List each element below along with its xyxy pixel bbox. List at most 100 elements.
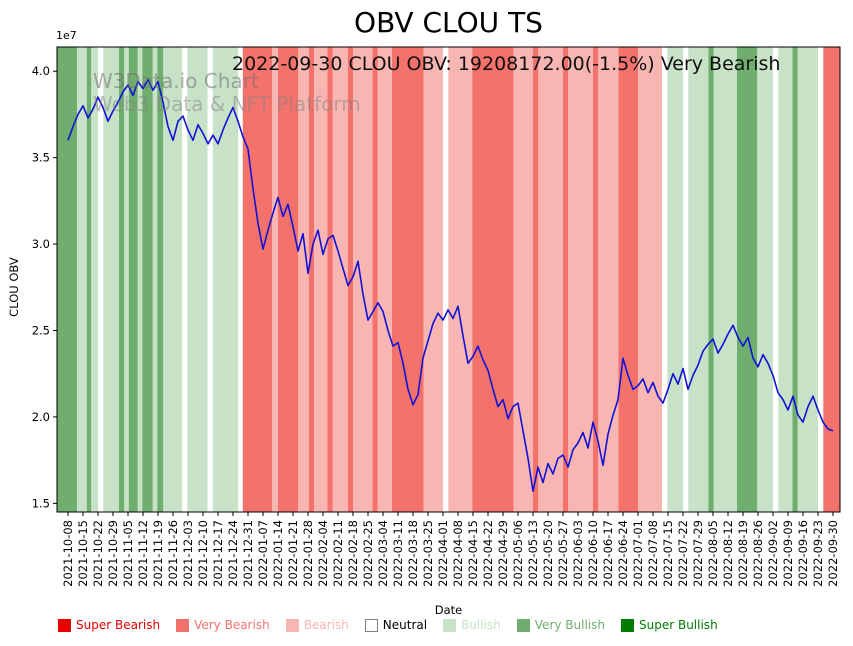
sentiment-band-bearish xyxy=(298,47,309,512)
x-tick-label: 2022-06-03 xyxy=(571,520,585,587)
legend-label-bearish: Bearish xyxy=(303,618,349,632)
legend-label-super-bullish: Super Bullish xyxy=(639,618,718,632)
very-bearish-swatch-icon xyxy=(176,618,190,632)
x-tick-label: 2022-08-05 xyxy=(706,520,720,587)
sentiment-band-very_bullish xyxy=(737,47,758,512)
sentiment-band-neutral xyxy=(182,47,188,512)
x-tick-label: 2022-02-04 xyxy=(316,520,330,587)
x-tick-label: 2021-11-19 xyxy=(151,520,165,587)
sentiment-band-bullish xyxy=(137,47,143,512)
x-tick-label: 2022-08-26 xyxy=(751,520,765,587)
sentiment-band-very_bearish xyxy=(372,47,378,512)
legend-label-bullish: Bullish xyxy=(461,618,501,632)
sentiment-band-bullish xyxy=(163,47,183,512)
sentiment-band-very_bearish xyxy=(347,47,354,512)
x-tick-label: 2022-05-13 xyxy=(526,520,540,587)
sentiment-band-bearish xyxy=(314,47,328,512)
very-bullish-swatch-icon xyxy=(516,618,530,632)
sentiment-band-very_bearish xyxy=(278,47,299,512)
sentiment-band-very_bullish xyxy=(86,47,92,512)
x-tick-label: 2022-07-15 xyxy=(661,520,675,587)
sentiment-band-very_bearish xyxy=(472,47,514,512)
x-tick-label: 2022-07-22 xyxy=(676,520,690,587)
sentiment-band-bullish xyxy=(778,47,793,512)
x-tick-label: 2022-02-25 xyxy=(361,520,375,587)
y-tick-label: 3.5 xyxy=(32,151,50,165)
sentiment-band-bullish xyxy=(797,47,819,512)
sentiment-band-bullish xyxy=(187,47,208,512)
sentiment-band-very_bearish xyxy=(823,47,841,512)
x-tick-label: 2021-11-05 xyxy=(121,520,135,587)
x-tick-label: 2021-10-29 xyxy=(106,520,120,587)
x-tick-label: 2022-01-28 xyxy=(301,520,315,587)
y-axis-offset-text: 1e7 xyxy=(56,29,77,42)
x-tick-label: 2021-12-31 xyxy=(241,520,255,587)
x-tick-label: 2022-04-29 xyxy=(496,520,510,587)
sentiment-band-bearish xyxy=(638,47,662,512)
super-bearish-swatch-icon xyxy=(58,618,71,632)
sentiment-band-bullish xyxy=(757,47,774,512)
x-tick-label: 2022-09-16 xyxy=(796,520,810,587)
sentiment-band-very_bearish xyxy=(308,47,315,512)
x-tick-label: 2022-01-07 xyxy=(256,520,270,587)
x-tick-label: 2022-03-25 xyxy=(421,520,435,587)
y-tick-label: 2.0 xyxy=(32,410,50,424)
legend-item-bullish: Bullish xyxy=(443,618,501,632)
super-bullish-swatch-icon xyxy=(621,618,634,632)
sentiment-band-very_bullish xyxy=(708,47,714,512)
x-tick-label: 2022-09-23 xyxy=(811,520,825,587)
sentiment-band-very_bearish xyxy=(392,47,424,512)
x-tick-label: 2021-10-15 xyxy=(76,520,90,587)
sentiment-band-bullish xyxy=(667,47,684,512)
sentiment-band-very_bullish xyxy=(142,47,153,512)
chart-title: OBV CLOU TS xyxy=(354,6,543,39)
sentiment-band-bearish xyxy=(423,47,443,512)
x-tick-label: 2022-09-02 xyxy=(766,520,780,587)
x-tick-label: 2022-08-12 xyxy=(721,520,735,587)
legend-label-very-bullish: Very Bullish xyxy=(534,618,605,632)
sentiment-band-very_bullish xyxy=(128,47,138,512)
sentiment-band-neutral xyxy=(818,47,824,512)
y-axis-label: CLOU OBV xyxy=(7,257,21,317)
watermark: W3Data.io Chart Web3 Data & NFT Platform xyxy=(93,70,361,116)
legend: Super Bearish Very Bearish Bearish Neutral B… xyxy=(58,618,718,632)
x-tick-label: 2021-12-17 xyxy=(211,520,225,587)
x-tick-label: 2021-10-08 xyxy=(61,520,75,587)
x-tick-label: 2022-03-04 xyxy=(376,520,390,587)
x-tick-label: 2022-06-17 xyxy=(601,520,615,587)
sentiment-band-neutral xyxy=(662,47,668,512)
sentiment-band-neutral xyxy=(443,47,449,512)
legend-label-neutral: Neutral xyxy=(382,618,428,632)
x-tick-label: 2022-08-19 xyxy=(736,520,750,587)
sentiment-band-bullish xyxy=(152,47,158,512)
legend-item-very-bullish: Very Bullish xyxy=(516,618,605,632)
sentiment-band-very_bearish xyxy=(242,47,273,512)
sentiment-band-bearish xyxy=(513,47,533,512)
x-tick-label: 2022-03-18 xyxy=(406,520,420,587)
legend-item-bearish: Bearish xyxy=(285,618,349,632)
x-tick-label: 2022-01-21 xyxy=(286,520,300,587)
x-tick-label: 2021-12-24 xyxy=(226,520,240,587)
x-tick-label: 2022-07-01 xyxy=(631,520,645,587)
legend-item-super-bearish: Super Bearish xyxy=(58,618,160,632)
sentiment-band-bearish xyxy=(272,47,278,512)
y-tick-label: 1.5 xyxy=(32,496,50,510)
sentiment-band-bullish xyxy=(77,47,87,512)
x-tick-label: 2022-05-20 xyxy=(541,520,555,587)
sentiment-band-very_bullish xyxy=(157,47,164,512)
x-tick-label: 2022-07-08 xyxy=(646,520,660,587)
x-tick-label: 2022-04-15 xyxy=(466,520,480,587)
bearish-swatch-icon xyxy=(285,618,299,632)
x-tick-label: 2022-04-08 xyxy=(451,520,465,587)
legend-item-very-bearish: Very Bearish xyxy=(176,618,270,632)
sentiment-band-bearish xyxy=(377,47,393,512)
legend-item-super-bullish: Super Bullish xyxy=(621,618,718,632)
sentiment-band-bullish xyxy=(212,47,239,512)
sentiment-band-bullish xyxy=(91,47,99,512)
latest-value-annotation: 2022-09-30 CLOU OBV: 19208172.00(-1.5%) … xyxy=(232,53,781,75)
sentiment-band-very_bearish xyxy=(618,47,638,512)
x-tick-label: 2022-09-09 xyxy=(781,520,795,587)
sentiment-band-bearish xyxy=(538,47,564,512)
